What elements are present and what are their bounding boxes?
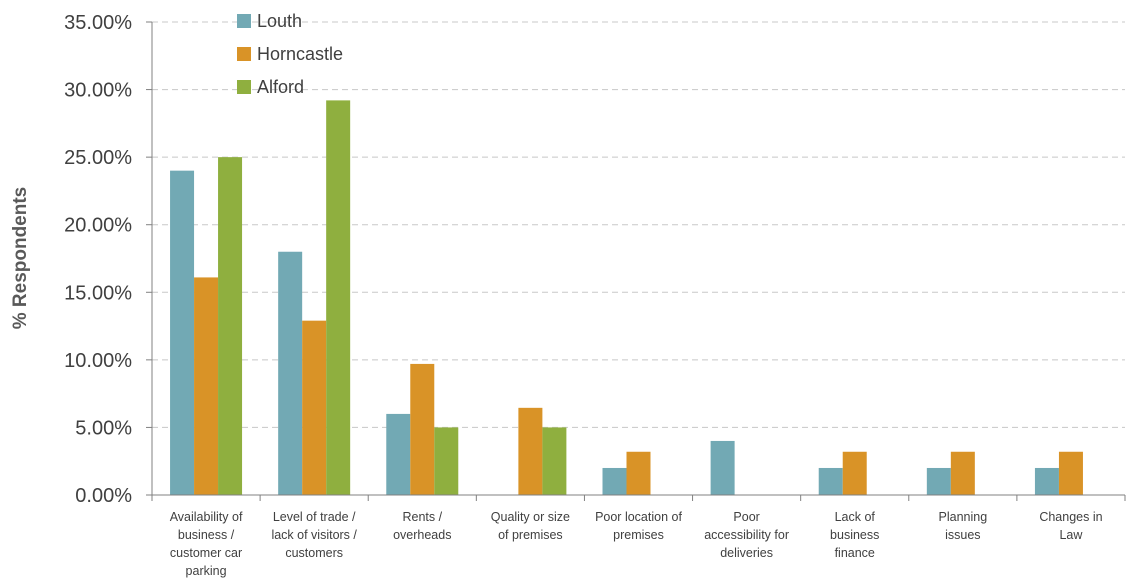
x-tick-label: Poor location of premises [595, 510, 682, 542]
y-tick-label: 25.00% [64, 147, 132, 169]
x-tick-label: Availability of business / customer car par… [170, 510, 243, 578]
x-tick-label: Planning issues [939, 510, 988, 542]
y-tick-label: 0.00% [75, 485, 132, 507]
y-tick-label: 15.00% [64, 282, 132, 304]
legend: Louth Horncastle Alford [237, 11, 343, 97]
y-tick-label: 5.00% [75, 417, 132, 439]
bar-horncastle [194, 277, 219, 495]
bar-louth [386, 413, 411, 495]
bar-horncastle [626, 451, 651, 495]
legend-label: Alford [257, 77, 304, 97]
bar-louth [710, 440, 735, 495]
legend-swatch [237, 14, 251, 28]
x-tick-label: Quality or size of premises [491, 510, 570, 542]
legend-swatch [237, 47, 251, 61]
bar-horncastle [302, 320, 327, 495]
legend-label: Louth [257, 11, 302, 31]
y-axis-label: % Respondents [10, 187, 31, 330]
bar-louth [170, 170, 195, 495]
x-tick-label: Changes in Law [1039, 510, 1102, 542]
bar-horncastle [950, 451, 975, 495]
legend-label: Horncastle [257, 44, 343, 64]
bar-horncastle [1058, 451, 1083, 495]
bar-louth [818, 467, 843, 495]
bar-alford [326, 100, 351, 495]
bar-alford [542, 427, 567, 495]
bar-louth [602, 467, 627, 495]
bar-alford [434, 427, 459, 495]
bar-horncastle [410, 363, 435, 495]
x-tick-label: Poor accessibility for deliveries [704, 510, 789, 560]
bar-louth [1034, 467, 1059, 495]
bar-louth [926, 467, 951, 495]
y-tick-label: 30.00% [64, 80, 132, 102]
y-tick-label: 20.00% [64, 215, 132, 237]
bar-louth [278, 251, 303, 495]
x-tick-label: Rents / overheads [393, 510, 451, 542]
y-tick-label: 10.00% [64, 350, 132, 372]
bars [170, 100, 1083, 495]
bar-alford [218, 157, 243, 495]
x-tick-label: Lack of business finance [830, 510, 879, 560]
x-tick-label: Level of trade / lack of visitors / custom… [271, 510, 357, 560]
bar-horncastle [842, 451, 867, 495]
y-tick-label: 35.00% [64, 12, 132, 34]
axes: 0.00% 5.00% 10.00% 15.00% 20.00% 25.00% 30.00%… [64, 12, 1126, 578]
legend-swatch [237, 80, 251, 94]
bar-horncastle [518, 407, 543, 495]
